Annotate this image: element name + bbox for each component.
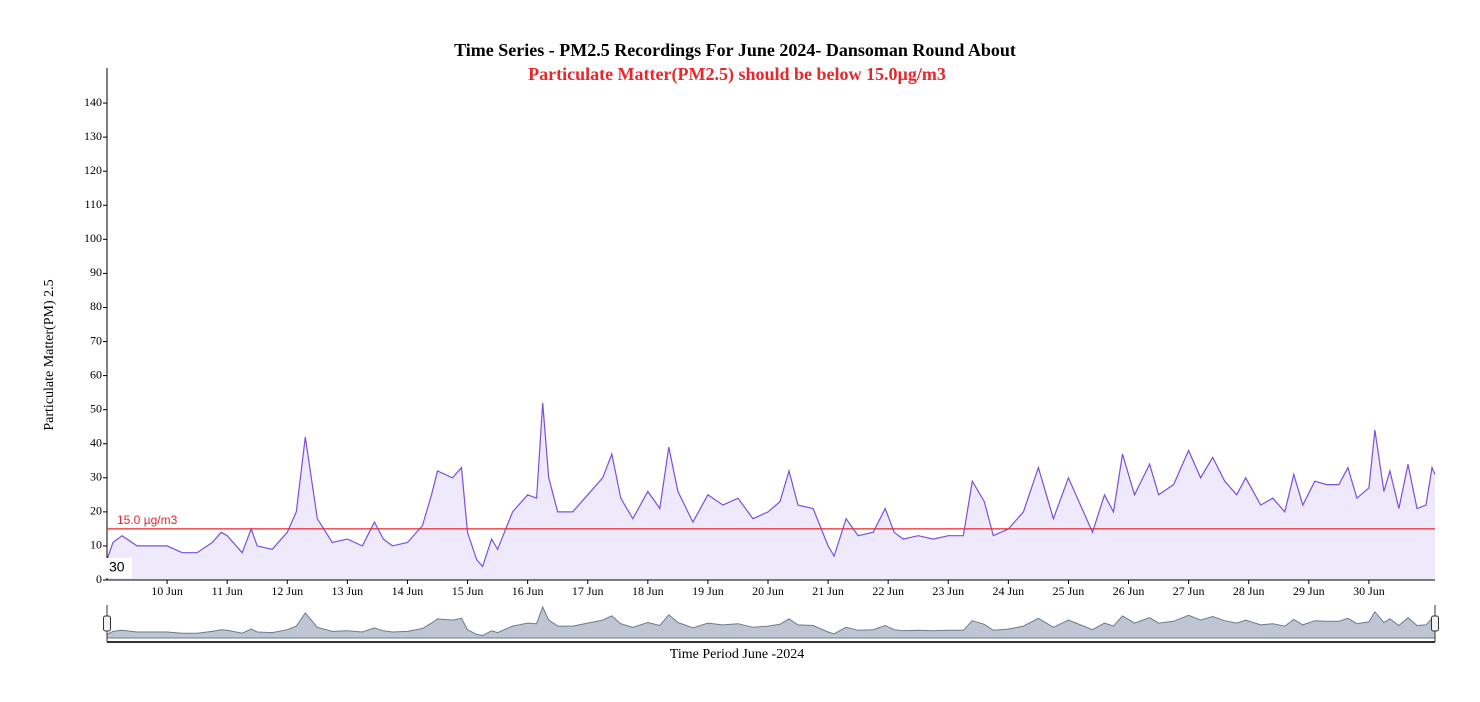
y-tick-label: 0 bbox=[96, 572, 102, 586]
x-tick-label: 17 Jun bbox=[572, 584, 604, 598]
x-tick-label: 13 Jun bbox=[332, 584, 364, 598]
x-tick-label: 19 Jun bbox=[692, 584, 724, 598]
x-tick-label: 28 Jun bbox=[1233, 584, 1265, 598]
x-tick-label: 23 Jun bbox=[932, 584, 964, 598]
y-tick-label: 120 bbox=[84, 163, 102, 177]
x-tick-label: 30 Jun bbox=[1353, 584, 1385, 598]
y-tick-label: 70 bbox=[90, 333, 102, 347]
y-axis-label: Particulate Matter(PM) 2.5 bbox=[42, 279, 57, 430]
area bbox=[107, 402, 1435, 580]
x-tick-label: 20 Jun bbox=[752, 584, 784, 598]
threshold-label: 15.0 µg/m3 bbox=[117, 513, 178, 527]
x-tick-label: 27 Jun bbox=[1173, 584, 1205, 598]
chart-title: Time Series - PM2.5 Recordings For June … bbox=[454, 40, 1016, 60]
x-tick-label: 26 Jun bbox=[1113, 584, 1145, 598]
x-tick-label: 12 Jun bbox=[271, 584, 303, 598]
y-tick-label: 80 bbox=[90, 299, 102, 313]
x-axis-label: Time Period June -2024 bbox=[670, 647, 804, 662]
x-tick-label: 16 Jun bbox=[512, 584, 544, 598]
navigator-handle[interactable] bbox=[103, 615, 111, 632]
x-tick-label: 18 Jun bbox=[632, 584, 664, 598]
y-tick-label: 20 bbox=[90, 504, 102, 518]
y-tick-label: 140 bbox=[84, 95, 102, 109]
x-tick-label: 22 Jun bbox=[872, 584, 904, 598]
y-tick-label: 30 bbox=[90, 470, 102, 484]
y-tick-label: 50 bbox=[90, 401, 102, 415]
x-tick-label: 21 Jun bbox=[812, 584, 844, 598]
y-tick-label: 100 bbox=[84, 231, 102, 245]
navigator-handle[interactable] bbox=[1431, 615, 1439, 632]
x-tick-label: 25 Jun bbox=[1053, 584, 1085, 598]
x-tick-label: 15 Jun bbox=[452, 584, 484, 598]
y-tick-label: 90 bbox=[90, 265, 102, 279]
cursor-label: 30 bbox=[109, 559, 125, 575]
x-tick-label: 14 Jun bbox=[392, 584, 424, 598]
y-tick-label: 40 bbox=[90, 435, 102, 449]
y-tick-label: 130 bbox=[84, 129, 102, 143]
x-tick-label: 29 Jun bbox=[1293, 584, 1325, 598]
x-tick-label: 10 Jun bbox=[151, 584, 183, 598]
navigator-area bbox=[106, 605, 1436, 639]
x-tick-label: 11 Jun bbox=[212, 584, 243, 598]
x-tick-label: 24 Jun bbox=[993, 584, 1025, 598]
cursor-box bbox=[106, 558, 132, 578]
chart-subtitle: Particulate Matter(PM2.5) should be belo… bbox=[528, 64, 946, 85]
y-tick-label: 60 bbox=[90, 367, 102, 381]
line bbox=[106, 402, 1436, 568]
y-tick-label: 10 bbox=[90, 538, 102, 552]
y-tick-label: 110 bbox=[84, 197, 102, 211]
